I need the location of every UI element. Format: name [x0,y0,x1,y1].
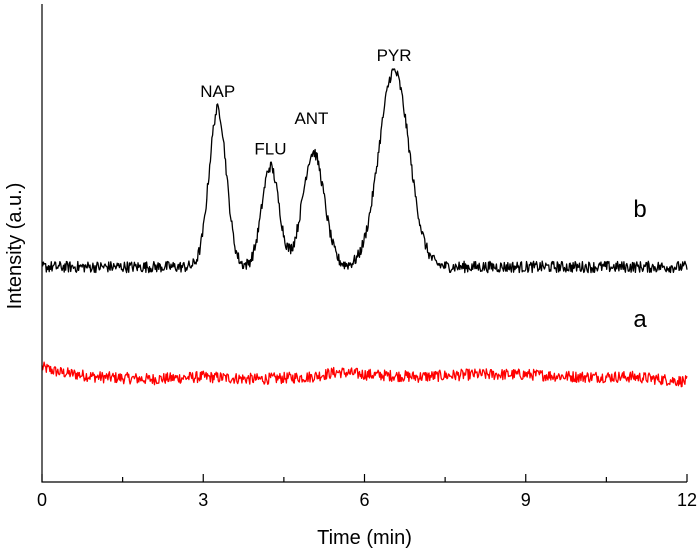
trace-label-b: b [633,196,646,223]
x-tick-label: 0 [37,490,47,510]
x-tick-label: 6 [359,490,369,510]
chart-labels: 0 3 6 9 12 a b NAP FLU ANT PYR [37,46,697,510]
x-ticks [41,474,688,482]
trace-group [41,68,688,388]
y-axis-title: Intensity (a.u.) [4,183,26,310]
peak-label-ant: ANT [294,109,328,128]
trace-line-a [41,361,688,388]
trace-label-a: a [633,306,647,333]
trace-line-b [41,68,688,274]
x-axis-title: Time (min) [317,527,412,549]
peak-label-pyr: PYR [377,46,412,65]
x-tick-label: 12 [677,490,697,510]
x-tick-label: 3 [198,490,208,510]
peak-label-flu: FLU [254,140,286,159]
chart-axes [41,4,687,483]
peak-label-nap: NAP [200,82,235,101]
x-tick-label: 9 [521,490,531,510]
